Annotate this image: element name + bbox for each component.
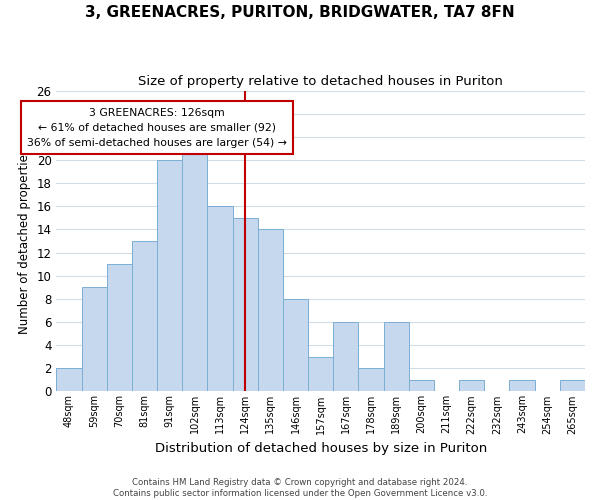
Bar [358, 368, 383, 392]
Bar [383, 322, 409, 392]
Bar [308, 356, 333, 392]
Bar [233, 218, 258, 392]
Bar [560, 380, 585, 392]
Bar [459, 380, 484, 392]
Bar [56, 368, 82, 392]
Bar [82, 288, 107, 392]
Bar [258, 230, 283, 392]
Text: 3, GREENACRES, PURITON, BRIDGWATER, TA7 8FN: 3, GREENACRES, PURITON, BRIDGWATER, TA7 … [85, 5, 515, 20]
Bar [107, 264, 132, 392]
Bar [333, 322, 358, 392]
Bar [182, 148, 208, 392]
Bar [157, 160, 182, 392]
Text: Contains HM Land Registry data © Crown copyright and database right 2024.
Contai: Contains HM Land Registry data © Crown c… [113, 478, 487, 498]
Bar [208, 206, 233, 392]
Bar [132, 241, 157, 392]
Bar [283, 299, 308, 392]
Bar [409, 380, 434, 392]
Title: Size of property relative to detached houses in Puriton: Size of property relative to detached ho… [138, 75, 503, 88]
Y-axis label: Number of detached properties: Number of detached properties [18, 148, 31, 334]
Bar [509, 380, 535, 392]
Text: 3 GREENACRES: 126sqm
← 61% of detached houses are smaller (92)
36% of semi-detac: 3 GREENACRES: 126sqm ← 61% of detached h… [27, 108, 287, 148]
X-axis label: Distribution of detached houses by size in Puriton: Distribution of detached houses by size … [155, 442, 487, 455]
